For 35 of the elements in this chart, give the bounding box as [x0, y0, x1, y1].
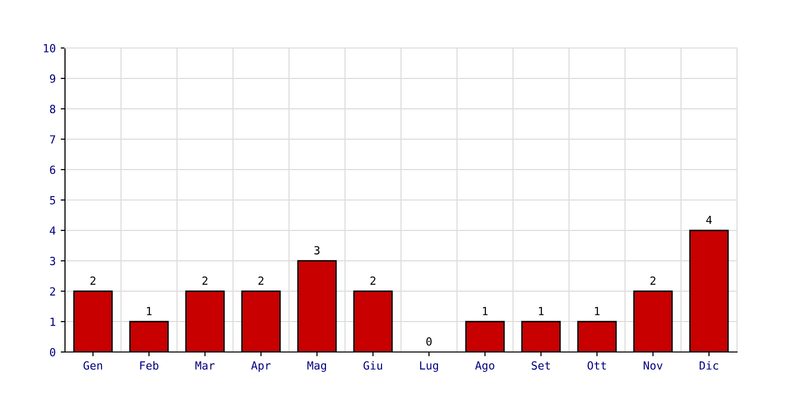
- x-tick-label: Apr: [251, 361, 271, 372]
- x-tick-label: Gen: [84, 361, 102, 370]
- x-tick-label: Lug: [420, 361, 438, 372]
- y-tick-label: 9: [50, 74, 56, 83]
- y-tick-label: 10: [44, 44, 56, 52]
- data-label: 2: [90, 276, 96, 285]
- y-tick-label: 3: [50, 256, 56, 266]
- data-label: 2: [650, 276, 656, 285]
- y-tick-label: 7: [50, 135, 56, 144]
- y-tick-label: 5: [50, 196, 56, 204]
- y-tick-label: 0: [50, 348, 56, 356]
- x-tick-label: Feb: [140, 361, 158, 370]
- data-label: 0: [426, 337, 432, 346]
- data-label: 2: [370, 276, 376, 285]
- data-label: 2: [202, 276, 208, 285]
- data-label: 1: [594, 307, 600, 316]
- x-tick-label: Ott: [588, 361, 606, 370]
- y-tick-label: 4: [50, 226, 56, 235]
- data-label: 1: [146, 307, 152, 316]
- x-tick-label: Set: [532, 361, 550, 370]
- data-label: 2: [258, 276, 264, 285]
- y-tick-label: 2: [50, 287, 56, 296]
- data-label: 1: [538, 307, 544, 316]
- x-tick-label: Dic: [700, 361, 718, 370]
- x-tick-label: Nov: [644, 361, 662, 370]
- x-tick-label: Giu: [364, 361, 382, 370]
- y-tick-label: 6: [50, 166, 56, 174]
- x-tick-label: Mar: [195, 361, 215, 370]
- data-label: 3: [314, 246, 320, 254]
- data-label: 1: [482, 307, 488, 316]
- y-tick-label: 1: [50, 318, 56, 326]
- x-tick-label: Mag: [307, 361, 326, 372]
- y-tick-label: 8: [50, 104, 56, 114]
- x-tick-label: Ago: [475, 361, 494, 372]
- data-label: 4: [706, 216, 712, 224]
